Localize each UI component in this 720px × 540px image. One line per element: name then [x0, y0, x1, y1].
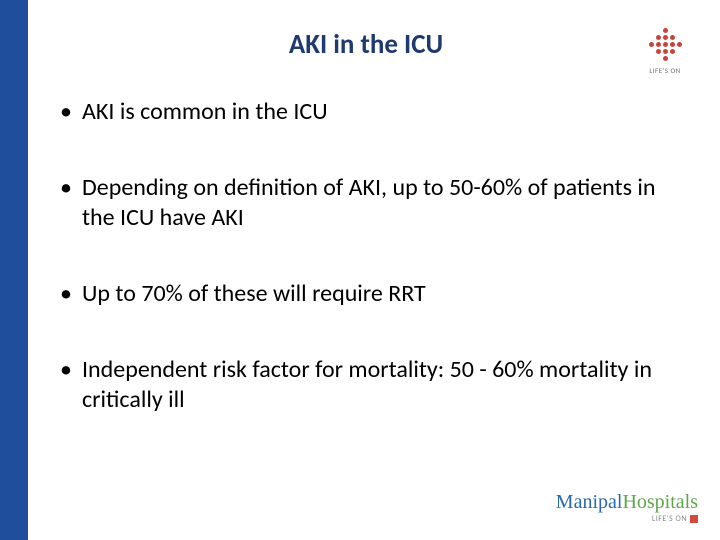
logo-dot [663, 56, 668, 61]
footer-word1: Manipal [556, 491, 623, 513]
logo-dot-grid [649, 28, 682, 61]
slide-content: AKI in the ICU LIFE'S ON AKI is common i… [28, 0, 720, 540]
logo-dot [670, 28, 675, 33]
bullet-item: Independent risk factor for mortality: 5… [60, 355, 690, 415]
footer-word2: Hospitals [622, 491, 698, 513]
bullet-item: Up to 70% of these will require RRT [60, 279, 690, 309]
logo-dot [677, 28, 682, 33]
footer-tagline: LIFE'S ON [556, 514, 698, 524]
logo-dot [649, 56, 654, 61]
logo-dot [663, 35, 668, 40]
logo-dot [656, 28, 661, 33]
corner-logo: LIFE'S ON [634, 18, 696, 80]
logo-dot [677, 49, 682, 54]
bullet-list: AKI is common in the ICU Depending on def… [42, 97, 690, 415]
left-accent-bar [0, 0, 28, 540]
logo-dot [677, 56, 682, 61]
logo-dot [656, 42, 661, 47]
bullet-item: Depending on definition of AKI, up to 50… [60, 173, 690, 233]
logo-dot [649, 42, 654, 47]
logo-dot [649, 49, 654, 54]
bullet-item: AKI is common in the ICU [60, 97, 690, 127]
logo-dot [656, 35, 661, 40]
logo-dot [663, 49, 668, 54]
footer-square-icon [690, 515, 698, 523]
footer-sub-text: LIFE'S ON [652, 514, 687, 524]
logo-dot [649, 28, 654, 33]
title-row: AKI in the ICU LIFE'S ON [42, 20, 690, 61]
logo-dot [649, 35, 654, 40]
slide-title: AKI in the ICU [289, 28, 443, 61]
footer-logo: ManipalHospitals LIFE'S ON [556, 492, 698, 524]
logo-dot [670, 56, 675, 61]
logo-dot [677, 42, 682, 47]
logo-dot [663, 28, 668, 33]
logo-dot [670, 49, 675, 54]
logo-label: LIFE'S ON [649, 66, 680, 75]
logo-dot [670, 42, 675, 47]
logo-dot [663, 42, 668, 47]
footer-brand: ManipalHospitals [556, 492, 698, 512]
logo-dot [656, 49, 661, 54]
logo-dot [656, 56, 661, 61]
logo-dot [677, 35, 682, 40]
logo-dot [670, 35, 675, 40]
